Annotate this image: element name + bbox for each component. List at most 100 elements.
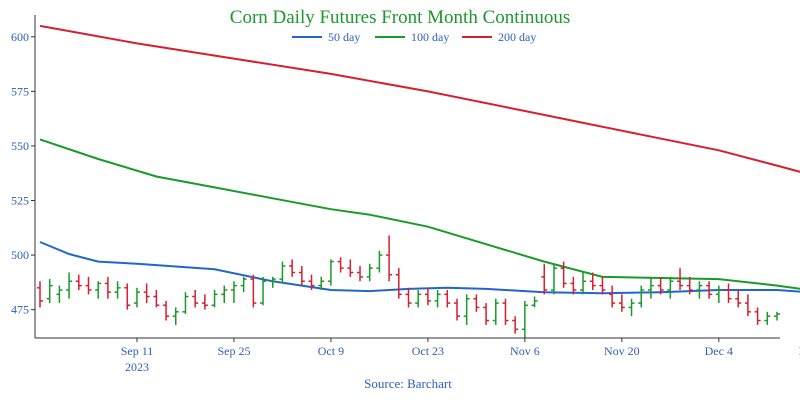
ohlc-bar — [269, 276, 276, 288]
ohlc-bar — [473, 294, 480, 312]
ohlc-bar — [221, 285, 228, 304]
x-tick-label: Oct 9 — [318, 344, 344, 358]
ohlc-bar — [667, 276, 674, 299]
ohlc-bar — [376, 250, 383, 273]
ohlc-bar — [298, 265, 305, 286]
ohlc-bar — [153, 289, 160, 308]
ohlc-bar — [133, 287, 140, 308]
ohlc-bar — [85, 276, 92, 295]
ohlc-bar — [172, 307, 179, 325]
ohlc-bar — [541, 263, 548, 295]
ohlc-bar — [735, 289, 742, 308]
x-tick-label: Oct 23 — [412, 344, 444, 358]
ohlc-bar — [647, 276, 654, 299]
ohlc-bar — [192, 289, 199, 308]
ohlc-bar — [240, 276, 247, 293]
ohlc-bar — [754, 307, 761, 325]
ohlc-bar — [37, 281, 43, 308]
x-tick-label: Nov 20 — [604, 344, 640, 358]
ohlc-bar — [696, 281, 703, 299]
ohlc-bar — [46, 279, 53, 304]
legend-label-50-day: 50 day — [328, 30, 360, 44]
ohlc-bar — [677, 268, 684, 290]
ohlc-bar — [725, 283, 732, 304]
ohlc-bar — [230, 281, 237, 304]
series-line-50-day — [39, 241, 800, 295]
legend: 50 day 100 day 200 day — [292, 30, 536, 44]
ohlc-bar — [260, 276, 267, 306]
legend-label-100-day: 100 day — [411, 30, 449, 44]
ohlc-bar — [521, 300, 528, 338]
ohlc-bar — [366, 263, 373, 282]
ohlc-bar — [201, 294, 208, 310]
ohlc-bar — [580, 272, 587, 295]
ohlc-bar — [114, 281, 121, 299]
ohlc-bar — [453, 298, 460, 321]
moving-average-lines — [39, 24, 800, 295]
ohlc-bar — [444, 289, 451, 308]
ohlc-bar — [182, 292, 189, 314]
ohlc-bar — [415, 289, 422, 308]
x-tick-label: Nov 6 — [510, 344, 540, 358]
ohlc-bar — [347, 259, 354, 277]
ohlc-bar — [95, 281, 102, 299]
ohlc-bar — [618, 294, 625, 312]
series-line-100-day — [39, 138, 800, 290]
ohlc-bar — [327, 259, 334, 286]
ohlc-bar — [550, 263, 557, 295]
ohlc-bar — [492, 298, 499, 325]
ohlc-bar — [764, 311, 771, 325]
ohlc-bar — [774, 311, 780, 321]
ohlc-bar — [104, 276, 111, 299]
y-tick-label: 600 — [11, 30, 29, 44]
ohlc-bar — [570, 276, 577, 295]
ohlc-bar — [706, 281, 713, 299]
source-label: Source: Barchart — [364, 376, 452, 391]
ohlc-bar — [395, 268, 402, 299]
ohlc-bar — [502, 298, 509, 325]
ohlc-bar — [405, 287, 412, 308]
y-tick-label: 525 — [11, 194, 29, 208]
x-tick-year-label: 2023 — [125, 360, 149, 374]
ohlc-bar — [211, 289, 218, 308]
price-bars — [37, 235, 780, 338]
ohlc-bar — [66, 272, 73, 299]
ohlc-bar — [279, 261, 286, 284]
ohlc-bar — [75, 274, 82, 290]
ohlc-bar — [250, 274, 257, 308]
ohlc-bar — [434, 289, 441, 308]
ohlc-bar — [609, 285, 616, 308]
ohlc-bar — [424, 287, 431, 306]
axes: 475 500 525 550 575 600 Sep 11 2023 Sep 25 Oct 9 O… — [11, 15, 800, 374]
ohlc-bar — [638, 285, 645, 308]
ohlc-bar — [143, 283, 150, 304]
ohlc-bar — [289, 259, 296, 277]
ohlc-bar — [124, 283, 131, 310]
y-tick-label: 475 — [11, 303, 29, 317]
x-tick-label: Sep 25 — [217, 344, 250, 358]
ohlc-bar — [686, 276, 693, 295]
ohlc-bar — [589, 272, 596, 290]
ohlc-bar — [56, 285, 63, 304]
series-line-200-day — [39, 24, 800, 173]
ohlc-bar — [599, 276, 606, 295]
ohlc-bar — [318, 276, 325, 290]
ohlc-bar — [483, 303, 490, 325]
ohlc-bar — [308, 274, 315, 290]
ohlc-bar — [357, 265, 364, 282]
y-tick-label: 500 — [11, 248, 29, 262]
x-tick-label: Dec 18 — [799, 344, 800, 358]
legend-label-200-day: 200 day — [498, 30, 536, 44]
ohlc-bar — [337, 257, 344, 273]
x-tick-label: Dec 4 — [705, 344, 733, 358]
ohlc-bar — [744, 294, 751, 317]
y-tick-label: 550 — [11, 139, 29, 153]
ohlc-bar — [531, 296, 538, 308]
ohlc-bar — [628, 298, 635, 317]
ohlc-bar — [463, 294, 470, 325]
ohlc-bar — [386, 235, 393, 282]
x-tick-label: Sep 11 — [121, 344, 154, 358]
ohlc-bar — [163, 300, 170, 321]
y-tick-label: 575 — [11, 84, 29, 98]
